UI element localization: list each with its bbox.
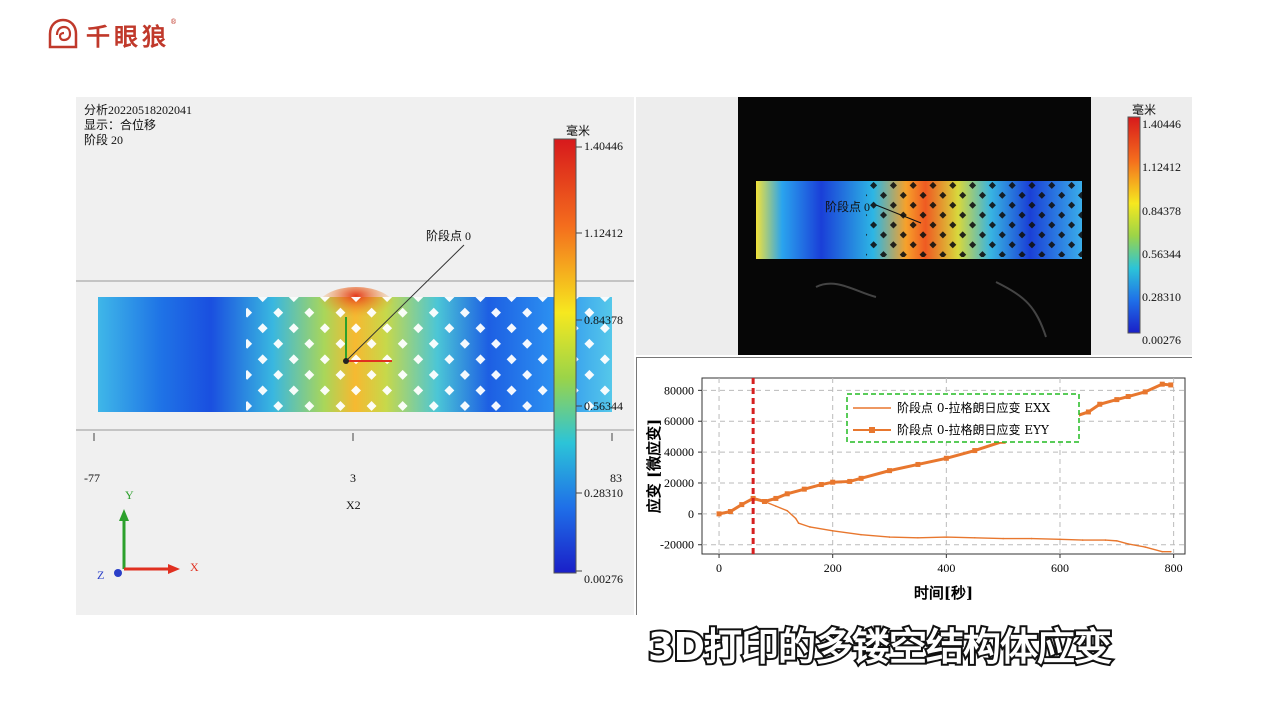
data-point (775, 505, 777, 507)
data-point (1030, 537, 1033, 540)
x-tick-label: 800 (1165, 561, 1183, 575)
data-point (818, 482, 824, 488)
brand-logo: 千眼狼 ® (46, 14, 183, 54)
triad-y-label: Y (125, 488, 134, 502)
data-point (1081, 539, 1084, 541)
data-point (1002, 537, 1004, 540)
y-tick-label: 0 (688, 507, 694, 521)
registered-mark: ® (170, 18, 177, 26)
colorbar-tick: 1.40446 (584, 139, 623, 153)
data-point (739, 502, 745, 508)
strain-chart-panel[interactable]: -20000 0 20000 40000 60000 80000 0 200 400 600 800… (636, 357, 1192, 615)
stage-point-label: 阶段点 0 (426, 229, 472, 243)
strain-time-chart: -20000 0 20000 40000 60000 80000 0 200 400 600 800… (645, 377, 1186, 602)
camera-image-overlay (738, 97, 1141, 355)
data-point (801, 486, 807, 492)
data-point (762, 499, 768, 505)
y-tick-label: 40000 (664, 445, 694, 459)
data-point (831, 530, 834, 532)
colorbar-tick: 1.12412 (1142, 160, 1181, 174)
y-tick-label: -20000 (660, 538, 694, 552)
stage-number: 阶段 20 (84, 133, 124, 147)
data-point (1161, 550, 1164, 553)
legend-marker (869, 427, 875, 433)
data-point (1142, 389, 1148, 395)
axis-tick-mid: 3 (350, 471, 356, 485)
colorbar-tick: 0.56344 (584, 399, 623, 413)
stage-point-label: 阶段点 0 (825, 200, 871, 214)
video-caption: 3D打印的多镂空结构体应变 (646, 623, 1114, 671)
data-point (797, 522, 800, 524)
view-info: 分析20220518202041 显示：合位移 阶段 20 (84, 103, 192, 148)
data-point (716, 511, 722, 517)
data-point (1116, 540, 1118, 542)
x-axis-label: 时间[秒] (914, 584, 973, 602)
y-tick-label: 60000 (664, 414, 694, 428)
camera-overlay-view[interactable]: 阶段点 0 毫米 1.40446 1.12412 0.84378 0.56344… (636, 97, 1192, 355)
data-point (860, 533, 862, 536)
displacement-3d-view[interactable]: 分析20220518202041 显示：合位移 阶段 20 (76, 97, 634, 615)
colorbar-tick: 0.28310 (1142, 290, 1181, 304)
data-point (809, 526, 811, 528)
colorbar-tick: 0.00276 (1142, 333, 1181, 347)
x-tick-label: 200 (824, 561, 842, 575)
x-tick-label: 400 (937, 561, 955, 575)
spiral-logo-icon (48, 18, 78, 49)
data-point (858, 475, 864, 481)
data-point (943, 455, 949, 461)
colorbar-tick: 0.28310 (584, 486, 623, 500)
colorbar-tick: 0.00276 (584, 572, 623, 586)
data-point (1168, 382, 1174, 388)
legend-box (846, 393, 1080, 443)
data-point (888, 536, 891, 538)
y-axis-label: 应变 [微应变] (645, 419, 663, 513)
data-point (915, 461, 921, 467)
triad-x-label: X (190, 560, 199, 574)
x-tick-label: 600 (1051, 561, 1069, 575)
legend-entry: 阶段点 0-拉格朗日应变 EXX (897, 400, 1051, 415)
axis-tick-min: -77 (84, 471, 100, 485)
data-point (786, 509, 789, 512)
data-point (1125, 394, 1131, 400)
axis-name: X2 (346, 498, 361, 512)
data-point (1144, 546, 1147, 548)
colorbar-unit: 毫米 (566, 124, 591, 138)
data-point (1159, 381, 1165, 387)
data-point (784, 491, 790, 497)
analysis-id: 分析20220518202041 (84, 103, 193, 117)
data-point (1114, 397, 1120, 403)
data-point (973, 536, 976, 539)
data-point (847, 478, 853, 484)
data-point (1169, 550, 1172, 553)
data-point (830, 479, 836, 485)
data-point (887, 468, 893, 474)
specimen-contour-plot (76, 138, 634, 577)
data-point (727, 509, 733, 515)
data-point (773, 495, 779, 501)
brand-name: 千眼狼 (86, 21, 170, 51)
colorbar-tick: 0.84378 (584, 313, 623, 327)
triad-z-label: Z (97, 568, 105, 582)
data-point (972, 448, 978, 454)
legend-entry: 阶段点 0-拉格朗日应变 EYY (897, 422, 1050, 437)
y-tick-label: 80000 (664, 383, 694, 397)
colorbar-tick: 0.56344 (1142, 247, 1181, 261)
data-point (1059, 538, 1061, 541)
y-tick-label: 20000 (664, 476, 694, 490)
data-point (1097, 401, 1103, 407)
data-point (794, 517, 797, 520)
colorbar-tick: 0.84378 (1142, 204, 1181, 218)
colorbar-tick: 1.12412 (584, 226, 623, 240)
data-point (1085, 409, 1091, 415)
data-point (1127, 543, 1129, 545)
axis-tick-max: 83 (610, 471, 622, 485)
data-point (1104, 539, 1107, 541)
data-point (917, 536, 919, 539)
colorbar-tick: 1.40446 (1142, 117, 1181, 131)
data-point (945, 536, 948, 538)
x-tick-label: 0 (716, 561, 722, 575)
display-mode: 显示：合位移 (84, 118, 157, 132)
colorbar-unit: 毫米 (1132, 103, 1157, 117)
